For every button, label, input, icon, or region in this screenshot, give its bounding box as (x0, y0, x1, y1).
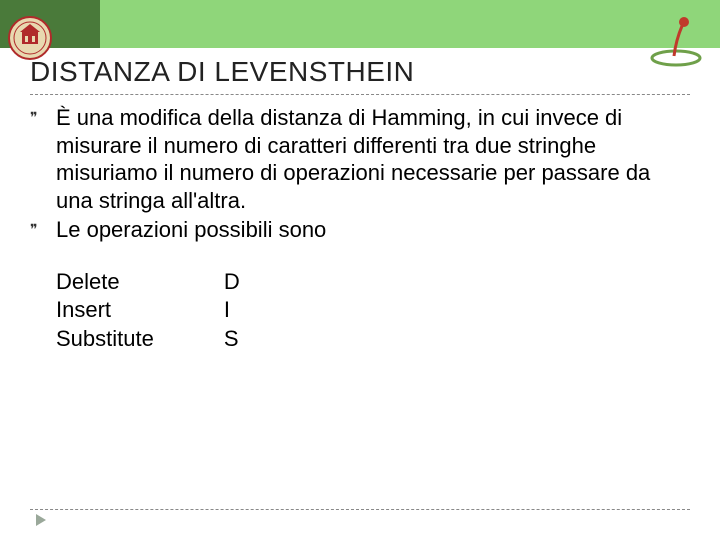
header-main (100, 0, 720, 48)
slide-title: DISTANZA DI LEVENSTHEIN (30, 56, 414, 88)
op-name: Substitute (56, 325, 154, 354)
op-code: D (224, 268, 240, 297)
divider-bottom (30, 509, 690, 510)
header-bar (0, 0, 720, 48)
bullet-marker-icon: ❞ (30, 104, 56, 126)
bullet-text: Le operazioni possibili sono (56, 216, 326, 244)
footer-triangle-icon (36, 514, 46, 526)
op-code: S (224, 325, 240, 354)
university-seal-icon (8, 16, 52, 60)
operations-names-col: Delete Insert Substitute (56, 268, 154, 354)
bullet-item: ❞ Le operazioni possibili sono (30, 216, 690, 244)
op-name: Insert (56, 296, 154, 325)
bullet-marker-icon: ❞ (30, 216, 56, 238)
operations-table: Delete Insert Substitute D I S (56, 268, 690, 354)
bullet-text: È una modifica della distanza di Hamming… (56, 104, 690, 214)
content-area: ❞ È una modifica della distanza di Hammi… (30, 104, 690, 353)
op-name: Delete (56, 268, 154, 297)
bullet-item: ❞ È una modifica della distanza di Hammi… (30, 104, 690, 214)
operations-codes-col: D I S (224, 268, 240, 354)
op-code: I (224, 296, 240, 325)
abstract-logo-icon (646, 10, 706, 70)
divider-top (30, 94, 690, 95)
